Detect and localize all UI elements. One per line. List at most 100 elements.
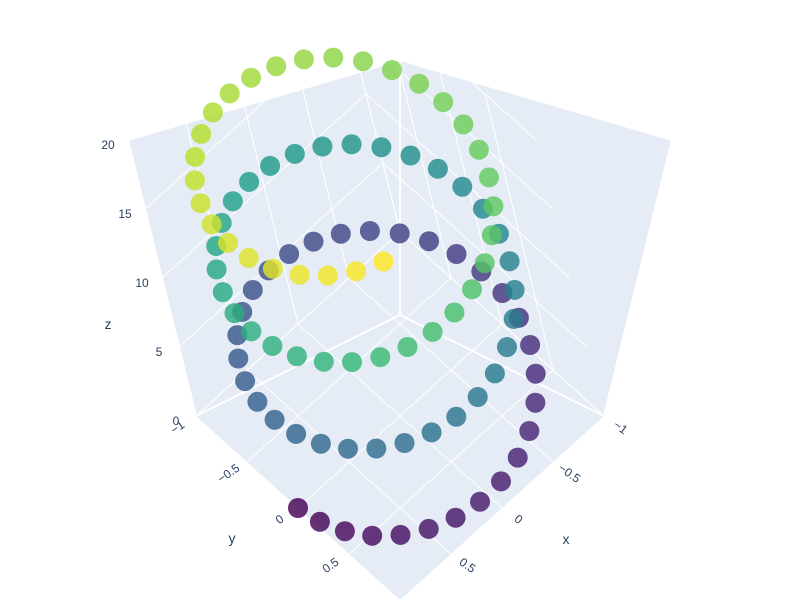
right-vertical-edge bbox=[603, 139, 673, 417]
data-point bbox=[190, 193, 211, 214]
data-point bbox=[370, 347, 391, 368]
y-tick-label: −0.5 bbox=[215, 461, 243, 486]
z-grid-right-wall-3 bbox=[348, 24, 554, 210]
data-point bbox=[491, 471, 511, 492]
x-tick-label: 0.5 bbox=[457, 555, 479, 576]
data-point bbox=[284, 143, 305, 164]
data-point bbox=[397, 337, 418, 357]
data-point bbox=[239, 171, 260, 192]
data-point bbox=[330, 223, 351, 244]
data-point bbox=[262, 335, 283, 356]
data-point bbox=[519, 421, 540, 441]
z-tick-label: 5 bbox=[156, 345, 163, 359]
data-point bbox=[499, 251, 520, 272]
data-point bbox=[468, 139, 489, 160]
data-point bbox=[202, 102, 223, 123]
y-axis-title: y bbox=[229, 530, 236, 546]
left-vertical-edge bbox=[127, 139, 197, 417]
z-grid-left-wall-4 bbox=[127, 0, 284, 141]
data-point bbox=[224, 303, 245, 324]
data-point bbox=[309, 511, 330, 532]
data-point bbox=[446, 406, 467, 427]
data-point bbox=[525, 392, 546, 413]
data-point bbox=[359, 221, 380, 241]
y-tick-label: 0 bbox=[273, 511, 287, 526]
data-point bbox=[235, 371, 256, 392]
data-point bbox=[382, 60, 402, 80]
data-point bbox=[400, 145, 421, 166]
axis-titles: x y z bbox=[105, 316, 570, 547]
data-point bbox=[371, 137, 392, 158]
data-point bbox=[342, 352, 362, 373]
data-point bbox=[303, 231, 324, 252]
z-axis-title: z bbox=[105, 316, 112, 332]
data-point bbox=[184, 170, 205, 191]
scatter-markers bbox=[184, 47, 546, 546]
data-point bbox=[497, 337, 517, 358]
data-point bbox=[313, 351, 334, 372]
x-tick-label: −0.5 bbox=[556, 461, 584, 486]
z-grid-left-wall-0 bbox=[195, 231, 401, 417]
data-point bbox=[288, 498, 308, 518]
data-point bbox=[206, 259, 227, 280]
data-point bbox=[467, 387, 488, 407]
data-point bbox=[312, 136, 333, 157]
data-point bbox=[419, 231, 439, 252]
data-point bbox=[409, 73, 430, 94]
data-point bbox=[310, 433, 331, 454]
z-grid-right-wall-0 bbox=[399, 231, 605, 417]
x-tick-label: 0 bbox=[512, 512, 526, 527]
data-point bbox=[504, 279, 525, 300]
z-tick-label: 20 bbox=[101, 138, 115, 152]
data-point bbox=[323, 47, 344, 68]
data-point bbox=[241, 67, 262, 88]
data-point bbox=[481, 225, 502, 246]
y-grid-floor-3 bbox=[348, 369, 554, 555]
data-point bbox=[445, 507, 466, 528]
data-point bbox=[293, 49, 314, 70]
left-top-edge bbox=[127, 59, 401, 141]
data-point bbox=[262, 258, 283, 279]
data-point bbox=[346, 261, 367, 282]
data-point bbox=[279, 244, 300, 264]
data-point bbox=[264, 409, 285, 430]
data-point bbox=[222, 191, 243, 212]
z-tick-label: 15 bbox=[118, 207, 132, 221]
data-point bbox=[390, 524, 411, 545]
data-point bbox=[483, 196, 504, 217]
data-point bbox=[484, 363, 505, 384]
data-point bbox=[286, 423, 307, 444]
data-point bbox=[247, 391, 268, 412]
data-point bbox=[341, 134, 362, 155]
z-tick-label: 0 bbox=[173, 414, 180, 428]
x-axis-title: x bbox=[563, 531, 570, 547]
data-point bbox=[286, 346, 307, 367]
data-point bbox=[218, 232, 238, 253]
data-point bbox=[470, 491, 490, 512]
data-point bbox=[289, 264, 310, 285]
data-point bbox=[201, 214, 222, 235]
y-tick-label: 0.5 bbox=[320, 555, 342, 576]
data-point bbox=[212, 282, 233, 303]
right-top-edge bbox=[399, 59, 673, 141]
data-point bbox=[334, 521, 355, 542]
z-grid-right-wall-4 bbox=[380, 0, 537, 141]
data-point bbox=[394, 433, 415, 453]
data-point bbox=[462, 279, 482, 300]
data-point bbox=[185, 146, 206, 167]
data-point bbox=[418, 518, 439, 539]
data-point bbox=[452, 176, 473, 197]
data-point bbox=[421, 422, 442, 443]
data-point bbox=[479, 167, 499, 188]
data-point bbox=[191, 123, 212, 144]
data-point bbox=[353, 51, 373, 72]
data-point bbox=[422, 321, 443, 342]
data-point bbox=[260, 155, 281, 176]
data-point bbox=[266, 56, 287, 77]
data-point bbox=[503, 308, 524, 329]
data-point bbox=[507, 447, 528, 468]
data-point bbox=[444, 302, 465, 323]
yz-back-pane bbox=[400, 60, 672, 416]
z-grid-left-wall-3 bbox=[144, 24, 350, 210]
data-point bbox=[389, 223, 410, 244]
